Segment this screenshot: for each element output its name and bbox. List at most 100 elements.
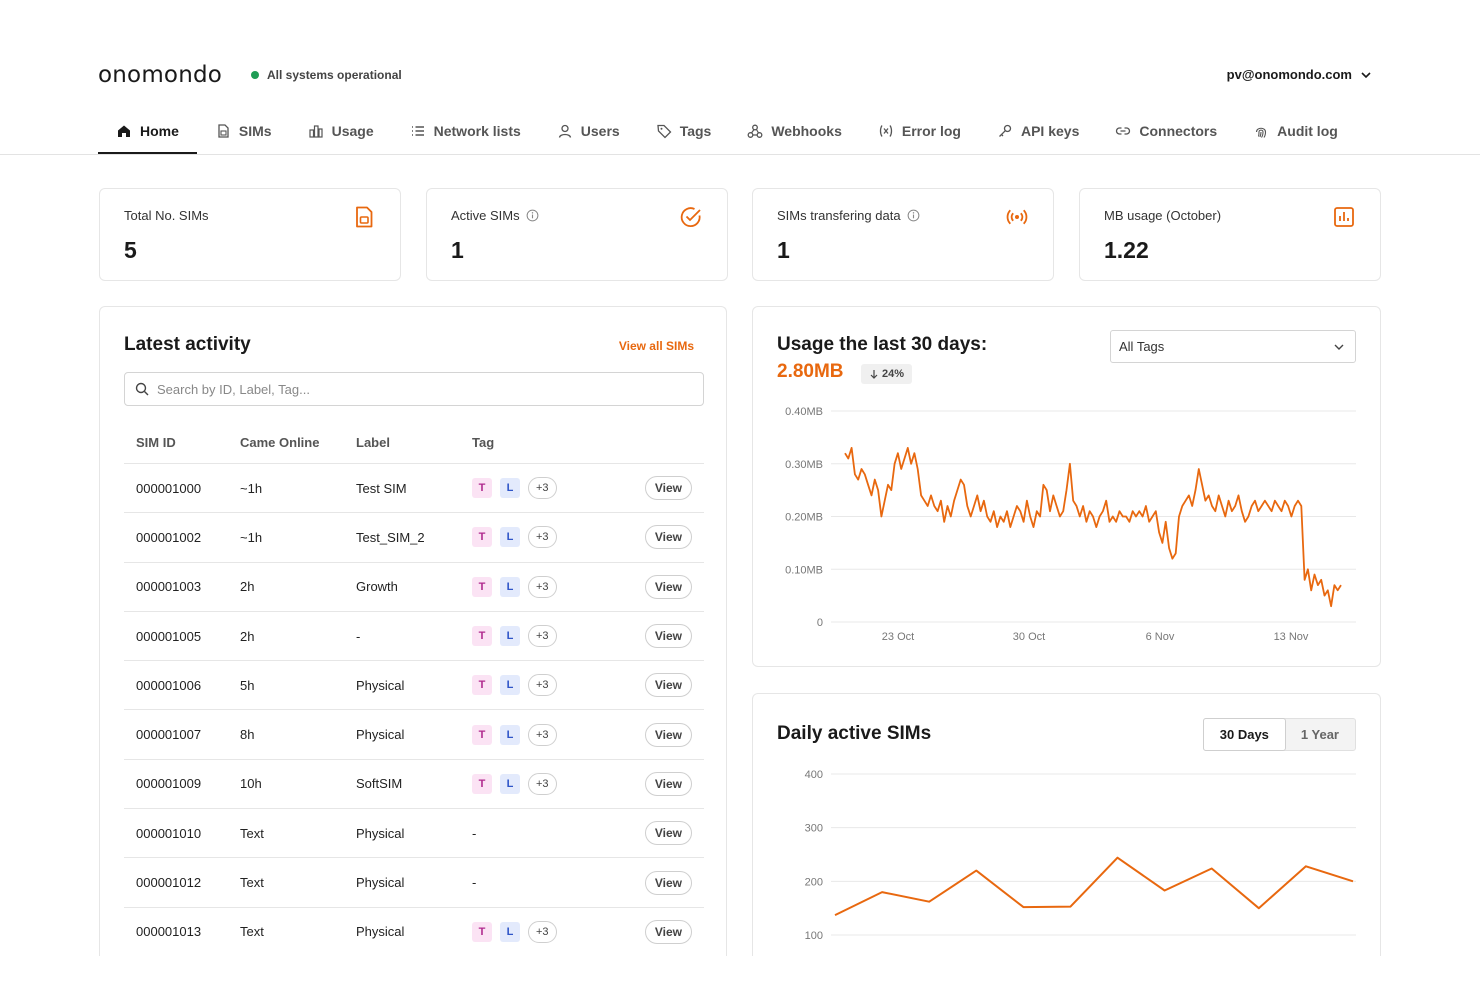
col-sim-id[interactable]: SIM ID [136, 435, 176, 450]
view-button[interactable]: View [644, 624, 692, 649]
search-input[interactable] [157, 381, 677, 397]
table-row[interactable]: 000001003 2h Growth T L +3 View [124, 563, 704, 612]
tag-badge-l[interactable]: L [500, 724, 520, 745]
user-icon [558, 124, 571, 138]
list-icon [411, 126, 424, 136]
nav-tab-label: Webhooks [771, 123, 842, 139]
tag-more-badge[interactable]: +3 [528, 674, 557, 697]
tag-badge-t[interactable]: T [472, 576, 492, 597]
tag-more-badge[interactable]: +3 [528, 526, 557, 549]
view-button[interactable]: View [644, 673, 692, 698]
tag-more-badge[interactable]: +3 [528, 477, 557, 500]
table-row[interactable]: 000001013 Text Physical T L +3 View [124, 908, 704, 956]
tag-badge-t[interactable]: T [472, 921, 492, 942]
info-icon[interactable] [526, 209, 539, 222]
view-button[interactable]: View [644, 870, 692, 895]
stat-card-total-no-sims: Total No. SIMs 5 [99, 188, 401, 281]
range-30-days-button[interactable]: 30 Days [1202, 718, 1286, 751]
stat-value: 5 [124, 237, 137, 263]
table-row[interactable]: 000001007 8h Physical T L +3 View [124, 710, 704, 760]
came-online-cell: 10h [240, 776, 262, 792]
tag-badge-l[interactable]: L [500, 626, 520, 647]
account-menu[interactable]: pv@onomondo.com [1227, 67, 1372, 82]
search-box [124, 372, 704, 406]
system-status[interactable]: All systems operational [251, 68, 402, 82]
table-row[interactable]: 000001002 ~1h Test_SIM_2 T L +3 View [124, 513, 704, 563]
came-online-cell: Text [240, 924, 264, 940]
view-button[interactable]: View [644, 821, 692, 846]
tag-badge-l[interactable]: L [500, 527, 520, 548]
usage-chart: 0 0.10MB 0.20MB 0.30MB 0.40MB 23 Oct 30 Oct 6 N… [785, 406, 1356, 643]
view-button[interactable]: View [644, 574, 692, 599]
col-tag[interactable]: Tag [472, 435, 495, 450]
nav-tab-label: Home [140, 123, 179, 139]
tag-cell: T L +3 [472, 575, 622, 598]
view-all-sims-link[interactable]: View all SIMs [618, 339, 694, 353]
nav-tab-label: Audit log [1277, 123, 1338, 139]
nav-tab-home[interactable]: Home [98, 108, 197, 154]
table-row[interactable]: 000001006 5h Physical T L +3 View [124, 661, 704, 711]
table-row[interactable]: 000001005 2h - T L +3 View [124, 612, 704, 662]
view-button[interactable]: View [644, 476, 692, 501]
nav-tab-audit-log[interactable]: Audit log [1235, 108, 1356, 154]
usage-icon [308, 125, 323, 138]
tag-badge-t[interactable]: T [472, 773, 492, 794]
x-tick-label: 6 Nov [1146, 631, 1175, 643]
nav-tab-api-keys[interactable]: API keys [979, 108, 1097, 154]
nav-tab-tags[interactable]: Tags [638, 108, 730, 154]
latest-activity-title: Latest activity [124, 334, 251, 355]
sim-id-cell: 000001000 [136, 480, 202, 496]
nav-tab-network-lists[interactable]: Network lists [392, 108, 539, 154]
view-button[interactable]: View [644, 919, 692, 944]
tag-filter-select[interactable]: All Tags [1110, 330, 1356, 363]
nav-tab-usage[interactable]: Usage [290, 108, 392, 154]
tag-badge-l[interactable]: L [500, 773, 520, 794]
came-online-cell: Text [240, 825, 264, 841]
view-button[interactable]: View [644, 722, 692, 747]
tag-badge-t[interactable]: T [472, 527, 492, 548]
tag-badge-t[interactable]: T [472, 478, 492, 499]
tag-more-badge[interactable]: +3 [528, 625, 557, 648]
stat-label: Active SIMs [451, 208, 520, 223]
view-cell: View [622, 673, 704, 698]
nav-tab-error-log[interactable]: Error log [860, 108, 979, 154]
nav-tab-sims[interactable]: SIMs [197, 108, 290, 154]
nav-tab-users[interactable]: Users [539, 108, 638, 154]
tag-badge-t[interactable]: T [472, 626, 492, 647]
tag-more-badge[interactable]: +3 [528, 723, 557, 746]
range-1-year-button[interactable]: 1 Year [1300, 727, 1339, 742]
info-icon[interactable] [907, 209, 920, 222]
tag-more-badge[interactable]: +3 [528, 920, 557, 943]
usage-title: Usage the last 30 days: [777, 334, 988, 355]
nav-tab-webhooks[interactable]: Webhooks [729, 108, 860, 154]
came-online-cell: 8h [240, 727, 255, 743]
nav-tab-connectors[interactable]: Connectors [1097, 108, 1235, 154]
tag-badge-t[interactable]: T [472, 724, 492, 745]
stat-value: 1.22 [1104, 237, 1149, 263]
tag-badge-l[interactable]: L [500, 921, 520, 942]
account-email: pv@onomondo.com [1226, 67, 1352, 82]
daily-active-panel: Daily active SIMs 30 Days 1 Year 100 200 3… [752, 693, 1381, 956]
view-button[interactable]: View [644, 525, 692, 550]
tag-more-badge[interactable]: +3 [528, 575, 557, 598]
search-icon [135, 382, 149, 396]
table-row[interactable]: 000001000 ~1h Test SIM T L +3 View [124, 464, 704, 514]
label-cell: Test_SIM_2 [356, 529, 425, 545]
col-came-online[interactable]: Came Online [240, 435, 320, 450]
logo[interactable]: onomondo [98, 62, 223, 88]
stat-label: SIMs transfering data [777, 208, 901, 223]
main-nav: Home SIMs Usage Network lists Users Tags Webho… [98, 108, 1356, 154]
tag-more-badge[interactable]: +3 [528, 772, 557, 795]
view-button[interactable]: View [644, 771, 692, 796]
tag-badge-l[interactable]: L [500, 478, 520, 499]
usage-delta-badge: 24% [861, 364, 913, 384]
tag-badge-l[interactable]: L [500, 675, 520, 696]
table-row[interactable]: 000001010 Text Physical - View [124, 809, 704, 859]
table-row[interactable]: 000001009 10h SoftSIM T L +3 View [124, 760, 704, 810]
view-cell: View [622, 870, 704, 895]
tag-badge-l[interactable]: L [500, 576, 520, 597]
col-label[interactable]: Label [356, 435, 390, 450]
daily-chart: 100 200 300 400 [805, 769, 1356, 942]
table-row[interactable]: 000001012 Text Physical - View [124, 858, 704, 908]
tag-badge-t[interactable]: T [472, 675, 492, 696]
